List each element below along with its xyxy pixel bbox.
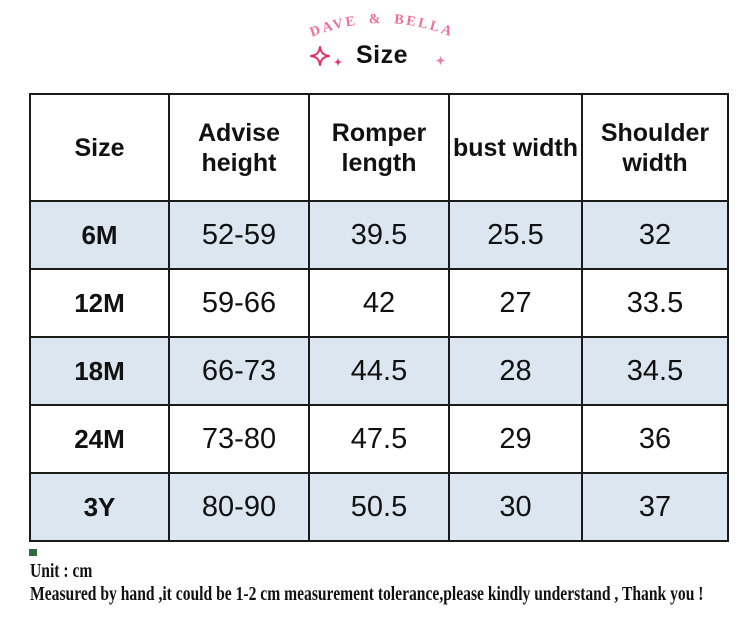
cell-bust-width: 30 [448, 472, 583, 542]
page-title: Size [356, 41, 409, 69]
table-row-3y: 3Y 80-90 50.5 30 37 [29, 472, 729, 542]
column-header-bust-width: bust width [448, 93, 583, 202]
cell-advise-height: 66-73 [168, 336, 310, 406]
brand-name: DAVE & BELLA [308, 12, 453, 41]
cell-advise-height: 59-66 [168, 268, 310, 338]
size-chart-table: Size Advise height Romper length bust wi… [29, 93, 729, 542]
brand-name-text: DAVE & BELLA [308, 12, 456, 41]
cell-shoulder-width: 32 [581, 200, 729, 270]
sparkle-filled-icon [333, 57, 343, 67]
cell-romper-length: 50.5 [308, 472, 450, 542]
sparkle-outline-icon [310, 46, 330, 66]
cell-romper-length: 42 [308, 268, 450, 338]
cell-bust-width: 25.5 [448, 200, 583, 270]
cell-size: 24M [29, 404, 170, 474]
column-header-size: Size [29, 93, 170, 202]
cell-bust-width: 29 [448, 404, 583, 474]
cell-shoulder-width: 37 [581, 472, 729, 542]
corner-artifact [29, 549, 37, 556]
cell-size: 6M [29, 200, 170, 270]
header-row: Size Advise height Romper length bust wi… [29, 93, 729, 202]
sparkle-filled-icon [435, 55, 446, 66]
cell-advise-height: 80-90 [168, 472, 310, 542]
column-header-shoulder-width: Shoulder width [581, 93, 729, 202]
cell-romper-length: 44.5 [308, 336, 450, 406]
cell-bust-width: 28 [448, 336, 583, 406]
cell-romper-length: 39.5 [308, 200, 450, 270]
cell-shoulder-width: 34.5 [581, 336, 729, 406]
table-row-6m: 6M 52-59 39.5 25.5 32 [29, 200, 729, 270]
table-row-18m: 18M 66-73 44.5 28 34.5 [29, 336, 729, 406]
table-row-12m: 12M 59-66 42 27 33.5 [29, 268, 729, 338]
cell-bust-width: 27 [448, 268, 583, 338]
table-row-24m: 24M 73-80 47.5 29 36 [29, 404, 729, 474]
tolerance-note: Measured by hand ,it could be 1-2 cm mea… [30, 583, 704, 605]
cell-shoulder-width: 36 [581, 404, 729, 474]
unit-note: Unit : cm [30, 560, 93, 582]
cell-romper-length: 47.5 [308, 404, 450, 474]
cell-advise-height: 73-80 [168, 404, 310, 474]
footer-notes: Unit : cm Measured by hand ,it could be … [30, 560, 703, 606]
column-header-advise-height: Advise height [168, 93, 310, 202]
cell-advise-height: 52-59 [168, 200, 310, 270]
cell-size: 3Y [29, 472, 170, 542]
brand-arc: DAVE & BELLA [308, 12, 456, 41]
cell-size: 12M [29, 268, 170, 338]
column-header-romper-length: Romper length [308, 93, 450, 202]
cell-shoulder-width: 33.5 [581, 268, 729, 338]
cell-size: 18M [29, 336, 170, 406]
